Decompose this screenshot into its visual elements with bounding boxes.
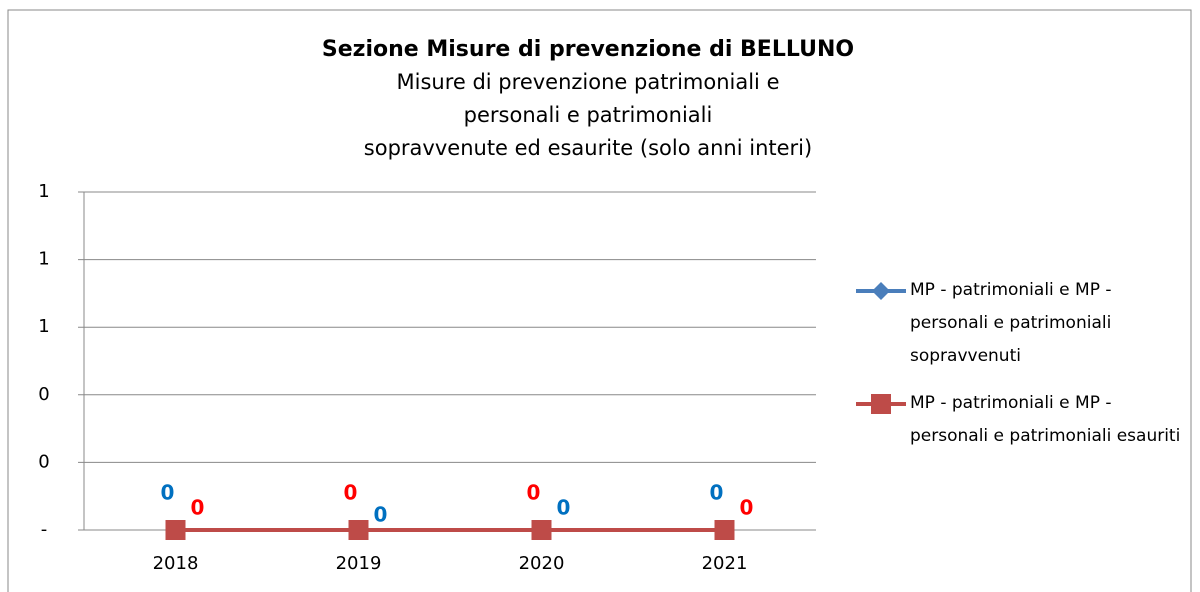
data-label: 0 [374,503,388,527]
data-label: 0 [527,481,541,505]
y-tick-label: 0 [38,451,49,472]
data-label: 0 [344,481,358,505]
x-tick-label: 2018 [153,553,199,574]
chart-subtitle: Misure di prevenzione patrimoniali e [397,70,780,94]
data-label: 0 [710,481,724,505]
data-label: 0 [191,496,205,520]
x-tick-label: 2021 [702,553,748,574]
y-tick-label: 1 [38,181,49,202]
marker [531,520,552,540]
x-tick-label: 2019 [336,553,382,574]
marker [714,520,735,540]
chart-title: Sezione Misure di prevenzione di BELLUNO [322,37,854,62]
data-label: 0 [740,496,754,520]
chart-subtitle: sopravvenute ed esaurite (solo anni inte… [364,136,812,160]
y-tick-label: - [41,519,48,540]
legend-label-box: MP - patrimoniali e MP - personali e pat… [910,280,1112,366]
legend-marker [872,282,890,300]
data-label: 0 [161,481,175,505]
chart-subtitle: personali e patrimoniali [464,103,713,127]
marker [348,520,369,540]
legend-marker [871,394,891,414]
legend-label-box: MP - patrimoniali e MP - personali e pat… [910,393,1181,446]
x-tick-label: 2020 [519,553,565,574]
legend-label: MP - patrimoniali e MP - personali e pat… [910,280,1112,366]
legend-label: MP - patrimoniali e MP - personali e pat… [910,393,1181,446]
y-tick-label: 1 [38,249,49,270]
marker [165,520,186,540]
data-label: 0 [557,496,571,520]
y-tick-label: 1 [38,316,49,337]
chart-border [7,9,1192,592]
y-tick-label: 0 [38,384,49,405]
